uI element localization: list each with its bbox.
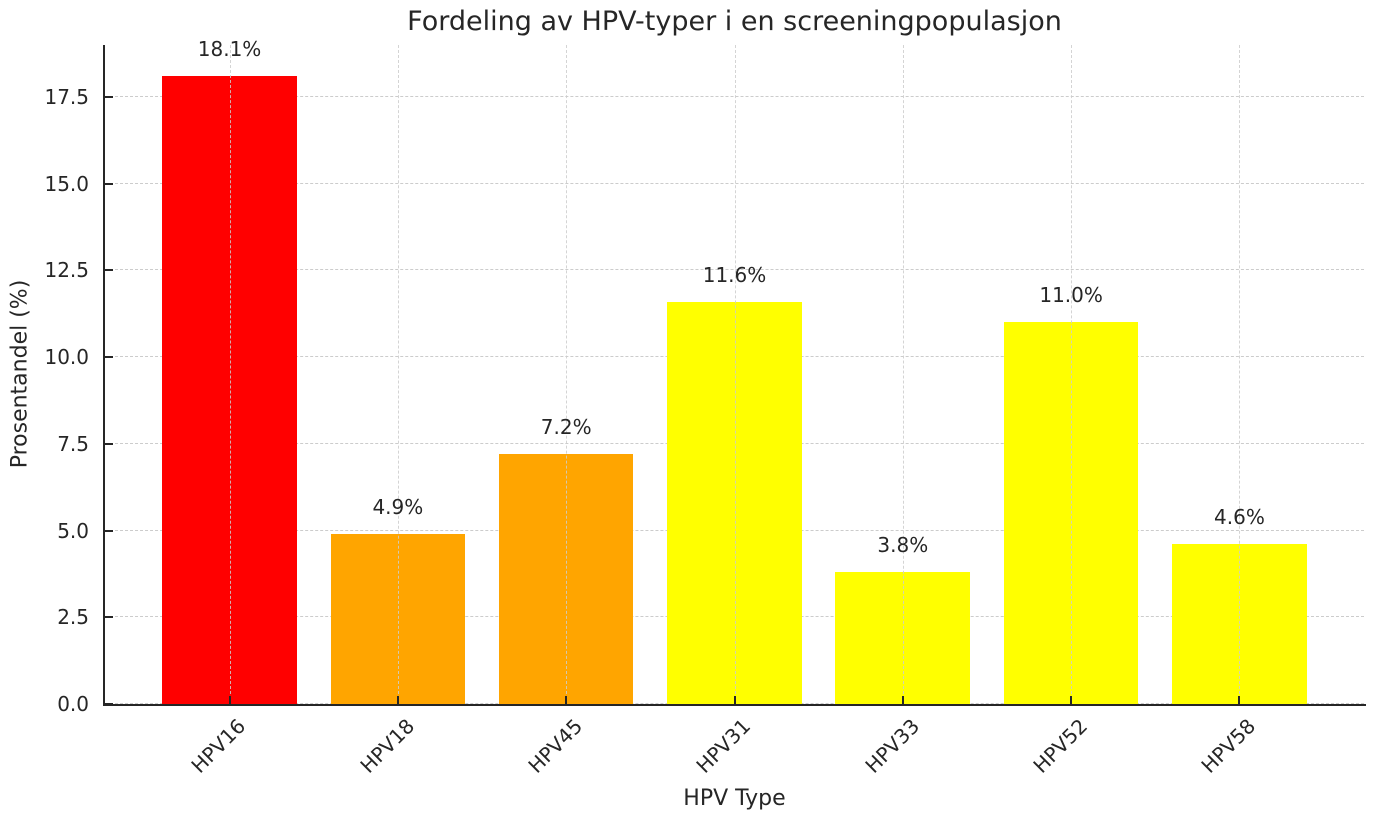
x-tick-label-text: HPV33 (859, 714, 924, 778)
v-gridline (566, 45, 568, 704)
x-tick-mark (901, 696, 904, 704)
x-axis-label: HPV Type (683, 786, 786, 811)
y-tick-label: 10.0 (44, 345, 89, 370)
x-tick-label-text: HPV18 (355, 714, 419, 778)
x-tick-mark (228, 696, 231, 704)
y-tick-mark (105, 703, 113, 705)
v-gridline (902, 45, 904, 704)
v-gridline (397, 45, 399, 704)
x-tick-mark (565, 696, 568, 704)
bar-value-label: 3.8% (877, 533, 929, 558)
y-axis-spine (103, 45, 105, 706)
bar (1172, 544, 1307, 704)
y-tick-label: 7.5 (57, 431, 89, 456)
x-tick-label-text: HPV58 (1196, 714, 1261, 778)
v-gridline (734, 45, 736, 704)
y-tick-label: 2.5 (57, 605, 89, 630)
bar-value-label: 4.9% (372, 495, 424, 520)
bar-value-label: 7.2% (540, 415, 592, 440)
bar-value-label: 18.1% (197, 37, 262, 62)
chart-title: Fordeling av HPV-typer i en screeningpop… (407, 6, 1062, 37)
y-tick-mark (105, 616, 113, 619)
x-tick-label-text: HPV31 (691, 714, 756, 778)
bar-value-label: 4.6% (1214, 505, 1265, 530)
y-tick-label: 15.0 (44, 171, 89, 196)
bar (498, 454, 634, 704)
x-tick-label-text: HPV45 (523, 714, 588, 778)
v-gridline (229, 45, 231, 704)
y-tick-mark (105, 442, 113, 445)
x-axis-spine (103, 704, 1366, 706)
y-tick-mark (105, 356, 113, 359)
y-tick-label: 5.0 (57, 518, 89, 543)
x-tick-mark (1238, 696, 1241, 704)
bar (162, 76, 297, 704)
x-tick-mark (1070, 696, 1073, 704)
bar (1003, 322, 1139, 704)
x-tick-mark (733, 696, 736, 704)
v-gridline (1071, 45, 1073, 704)
y-tick-label: 12.5 (44, 258, 89, 283)
plot-area: 0.0 2.5 5.0 7.5 10.0 12.5 15.0 17.5 HPV16 18.1% HP… (44, 37, 1366, 778)
x-tick-mark (396, 696, 399, 704)
bar (330, 534, 466, 704)
y-tick-mark (105, 269, 113, 272)
bar-value-label: 11.0% (1039, 283, 1103, 308)
y-tick-mark (105, 96, 113, 99)
bar (835, 572, 971, 704)
y-tick-label: 17.5 (44, 85, 89, 110)
bar (667, 301, 802, 704)
bar-value-label: 11.6% (702, 262, 767, 287)
y-tick-mark (105, 529, 113, 532)
y-tick-mark (105, 182, 113, 185)
v-gridline (1239, 45, 1241, 704)
x-tick-label-text: HPV16 (186, 714, 251, 778)
x-tick-label-text: HPV52 (1028, 714, 1093, 778)
y-tick-label: 0.0 (57, 692, 89, 716)
